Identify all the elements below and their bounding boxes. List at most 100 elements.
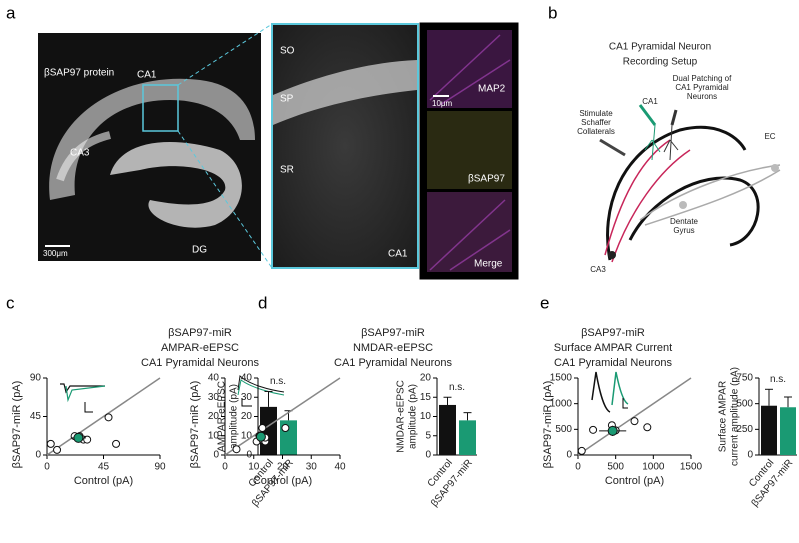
y-tick-label: 1500 xyxy=(550,373,573,384)
x-tick-label: 20 xyxy=(277,462,289,473)
diagram-label: CA1 Pyramidal xyxy=(675,83,729,92)
y-axis-label: βSAP97-miR (pA) xyxy=(189,381,201,469)
y-tick-label: 0 xyxy=(425,450,431,461)
x-axis-label: Control (pA) xyxy=(605,475,664,487)
y-tick-label: 90 xyxy=(30,373,42,384)
data-point xyxy=(53,445,62,454)
panel-label: b xyxy=(548,3,557,22)
y-tick-label: 15 xyxy=(420,392,432,403)
y-tick-label: 20 xyxy=(241,411,253,422)
diagram-label: Dual Patching of xyxy=(673,74,732,83)
data-point xyxy=(577,446,586,455)
y-tick-label: 40 xyxy=(241,373,253,384)
bar xyxy=(780,407,796,455)
data-point xyxy=(630,417,639,426)
diagram-label: Stimulate xyxy=(579,109,613,118)
channel-label: MAP2 xyxy=(478,84,506,95)
chart-title: CA1 Pyramidal Neurons xyxy=(554,357,672,369)
region-label: CA1 xyxy=(388,249,408,260)
y-tick-label: 20 xyxy=(208,411,220,422)
region-label: CA1 xyxy=(137,70,157,81)
y-tick-label: 500 xyxy=(736,398,753,409)
chart-title: βSAP97-miR xyxy=(361,327,425,339)
diagram-label: Gyrus xyxy=(673,226,694,235)
y-axis-label: current amplitude (pA) xyxy=(730,367,741,466)
diagram-title: CA1 Pyramidal Neuron xyxy=(609,42,711,53)
mean-point xyxy=(73,432,84,443)
y-tick-label: 30 xyxy=(241,392,253,403)
significance-label: n.s. xyxy=(270,376,286,387)
y-tick-label: 10 xyxy=(208,430,220,441)
image-title: βSAP97 protein xyxy=(44,68,114,79)
y-tick-label: 1000 xyxy=(550,398,573,409)
data-point xyxy=(112,439,121,448)
y-tick-label: 10 xyxy=(420,411,432,422)
y-tick-label: 5 xyxy=(425,430,431,441)
x-tick-label: 0 xyxy=(222,462,228,473)
x-axis-label: Control (pA) xyxy=(253,475,312,487)
diagram-label: CA3 xyxy=(590,265,606,274)
trace-insets xyxy=(60,371,629,413)
y-axis-label: Surface AMPAR xyxy=(718,381,729,453)
y-tick-label: 500 xyxy=(555,424,572,435)
identity-line xyxy=(46,377,161,456)
bar xyxy=(459,420,476,455)
data-point xyxy=(83,435,92,444)
x-tick-label: 30 xyxy=(306,462,318,473)
x-tick-label: 45 xyxy=(98,462,110,473)
y-tick-label: 0 xyxy=(747,450,753,461)
bar xyxy=(761,405,777,455)
chart-title: Surface AMPAR Current xyxy=(554,342,672,354)
chart-title: CA1 Pyramidal Neurons xyxy=(141,357,259,369)
data-point xyxy=(46,439,55,448)
chart-title: βSAP97-miR xyxy=(168,327,232,339)
y-tick-label: 20 xyxy=(420,373,432,384)
layer-label: SR xyxy=(280,165,294,176)
region-label: DG xyxy=(192,245,207,256)
diagram-label: CA1 xyxy=(642,97,658,106)
mean-point xyxy=(607,425,618,436)
significance-label: n.s. xyxy=(449,382,465,393)
identity-line xyxy=(224,377,341,456)
data-point xyxy=(104,413,113,422)
panel-label: d xyxy=(258,293,267,312)
y-tick-label: 750 xyxy=(736,373,753,384)
scale-bar-label: 300μm xyxy=(43,249,68,258)
bar xyxy=(439,404,456,455)
y-tick-label: 0 xyxy=(566,450,572,461)
x-tick-label: 500 xyxy=(607,462,624,473)
diagram-label: EC xyxy=(764,132,775,141)
y-tick-label: 0 xyxy=(213,450,219,461)
channel-label: βSAP97 xyxy=(468,174,505,185)
diagram-label: Dentate xyxy=(670,217,699,226)
layer-label: SP xyxy=(280,94,294,105)
data-point xyxy=(589,425,598,434)
data-point xyxy=(281,424,290,433)
chart-title: AMPAR-eEPSC xyxy=(161,342,239,354)
panel-label: e xyxy=(540,293,549,312)
y-tick-label: 10 xyxy=(241,430,253,441)
y-tick-label: 0 xyxy=(35,450,41,461)
layer-label: SO xyxy=(280,46,295,57)
significance-label: n.s. xyxy=(770,374,786,385)
y-axis-label: amplitude (pA) xyxy=(408,384,419,449)
diagram-title: Recording Setup xyxy=(623,57,698,68)
x-tick-label: 0 xyxy=(575,462,581,473)
panel-label: c xyxy=(6,293,15,312)
zoom-image xyxy=(271,23,419,269)
channel-label: Merge xyxy=(474,259,503,270)
x-tick-label: 10 xyxy=(248,462,260,473)
panel-label: a xyxy=(6,3,16,22)
x-axis-label: Control (pA) xyxy=(74,475,133,487)
y-axis-label: NMDAR-eEPSC xyxy=(396,380,407,453)
chart-title: βSAP97-miR xyxy=(581,327,645,339)
x-tick-label: 1500 xyxy=(680,462,703,473)
overview-image xyxy=(36,23,273,269)
y-tick-label: 40 xyxy=(208,373,220,384)
y-tick-label: 45 xyxy=(30,411,42,422)
diagram-label: Neurons xyxy=(687,92,717,101)
y-axis-label: βSAP97-miR (pA) xyxy=(542,381,554,469)
x-tick-label: 1000 xyxy=(642,462,665,473)
data-point xyxy=(258,424,267,433)
